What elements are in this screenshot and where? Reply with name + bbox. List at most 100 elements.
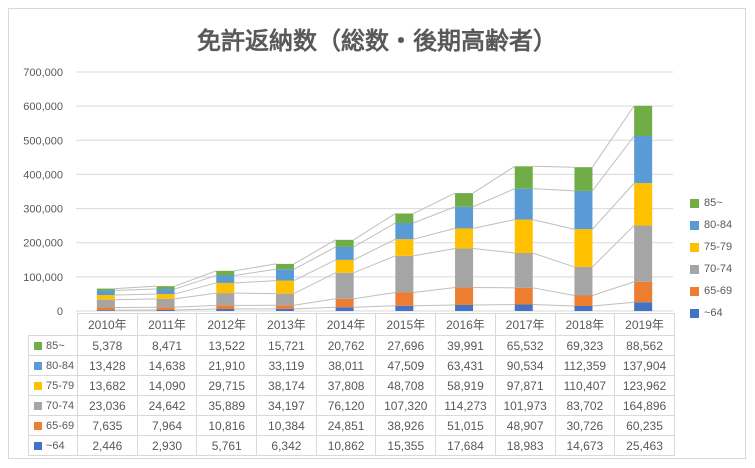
series-line <box>174 282 217 295</box>
table-value-cell: 15,721 <box>256 335 317 356</box>
bar-segment-80-84 <box>395 222 414 240</box>
bar-segment-65-69 <box>395 292 414 306</box>
bar-segment-85~ <box>455 193 474 207</box>
series-line <box>413 304 456 307</box>
table-value-cell: 10,816 <box>196 415 258 436</box>
table-year-header: 2017年 <box>494 313 556 336</box>
table-value-cell: 6,342 <box>256 435 317 456</box>
legend-swatch-icon <box>690 198 699 208</box>
bar-segment-70-74 <box>216 293 235 306</box>
series-line <box>532 304 575 307</box>
table-value-cell: 5,378 <box>77 335 138 356</box>
y-axis-tick-label: 700,000 <box>23 67 63 79</box>
bar-segment-65-69 <box>156 307 175 310</box>
bar-segment-~64 <box>216 309 235 311</box>
bar-segment-~64 <box>156 309 175 311</box>
series-line <box>592 281 635 296</box>
bar-segment-75-79 <box>514 219 533 254</box>
series-line <box>174 304 217 308</box>
series-line <box>114 293 157 296</box>
bar-segment-65-69 <box>514 287 533 305</box>
legend-key-icon <box>34 381 42 390</box>
table-value-cell: 37,808 <box>315 375 377 396</box>
series-line <box>174 292 217 300</box>
table-year-header: 2015年 <box>375 313 437 336</box>
table-value-cell: 29,715 <box>196 375 258 396</box>
series-line <box>413 287 456 293</box>
table-year-header: 2011年 <box>136 313 198 336</box>
table-value-cell: 14,638 <box>136 355 198 376</box>
series-line <box>413 227 456 240</box>
legend-item-8084: 80-84 <box>690 214 732 236</box>
legend-swatch-icon <box>690 308 699 318</box>
legend-label: ~64 <box>704 307 723 319</box>
bar-segment-~64 <box>395 305 414 311</box>
table-value-cell: 7,635 <box>77 415 138 436</box>
table-year-header: 2019年 <box>614 313 675 336</box>
series-line <box>353 255 396 274</box>
series-line <box>472 248 515 254</box>
series-line <box>353 222 396 248</box>
series-line <box>234 292 276 295</box>
bar-segment-75-79 <box>395 239 414 256</box>
table-value-cell: 34,197 <box>256 395 317 416</box>
table-value-cell: 65,532 <box>494 335 556 356</box>
series-line <box>472 219 515 229</box>
table-year-header: 2010年 <box>77 313 138 336</box>
series-line <box>174 308 217 311</box>
bar-segment-~64 <box>634 302 653 311</box>
table-row-label: 70-74 <box>28 395 78 416</box>
legend-key-icon <box>34 361 42 370</box>
y-axis-tick-label: 300,000 <box>23 204 63 216</box>
bar-segment-80-84 <box>275 269 294 281</box>
table-value-cell: 15,355 <box>375 435 437 456</box>
table-value-cell: 90,534 <box>494 355 556 376</box>
series-line <box>532 219 575 230</box>
series-line <box>532 252 575 268</box>
legend-key-icon <box>34 401 42 410</box>
bar-segment-80-84 <box>216 275 235 283</box>
bar-segment-75-79 <box>275 280 294 294</box>
bar-segment-85~ <box>514 166 533 189</box>
bar-segment-75-79 <box>335 259 354 273</box>
table-value-cell: 18,983 <box>494 435 556 456</box>
series-line <box>353 238 396 261</box>
table-value-cell: 83,702 <box>554 395 616 416</box>
y-axis-tick-label: 500,000 <box>23 135 63 147</box>
bar-segment-75-79 <box>574 229 593 267</box>
table-value-cell: 10,384 <box>256 415 317 436</box>
series-line <box>532 287 575 296</box>
bar-segment-80-84 <box>455 206 474 229</box>
bar-segment-70-74 <box>634 225 653 282</box>
series-line <box>472 165 516 194</box>
bar-segment-80-84 <box>156 289 175 295</box>
bar-segment-70-74 <box>96 299 115 308</box>
bar-segment-85~ <box>96 288 115 291</box>
legend-label: 70-74 <box>704 263 733 275</box>
table-value-cell: 14,090 <box>136 375 198 396</box>
legend-key-icon <box>34 341 42 350</box>
series-line <box>293 306 336 310</box>
legend-label: 85~ <box>704 197 723 209</box>
table-value-cell: 20,762 <box>315 335 377 356</box>
table-row: ~64 2,446 2,930 5,761 6,342 10,862 15,355 17,68… <box>28 435 675 456</box>
bar-segment-~64 <box>275 308 294 311</box>
bar-segment-70-74 <box>275 293 294 306</box>
bar-segment-75-79 <box>96 295 115 300</box>
series-line <box>472 188 515 208</box>
bar-segment-~64 <box>455 304 474 311</box>
series-line <box>413 192 456 214</box>
table-value-cell: 58,919 <box>435 375 496 396</box>
table-value-cell: 97,871 <box>494 375 556 396</box>
y-axis-tick-label: 100,000 <box>23 272 63 284</box>
legend-item-7074: 70-74 <box>690 258 732 280</box>
series-line <box>174 274 217 290</box>
table-row-label: 65-69 <box>28 415 78 436</box>
bar-segment-70-74 <box>335 272 354 299</box>
table-value-cell: 33,119 <box>256 355 317 376</box>
series-line <box>293 298 336 306</box>
table-row-label: 80-84 <box>28 355 78 376</box>
bar-segment-~64 <box>574 305 593 311</box>
bar-segment-85~ <box>395 213 414 223</box>
